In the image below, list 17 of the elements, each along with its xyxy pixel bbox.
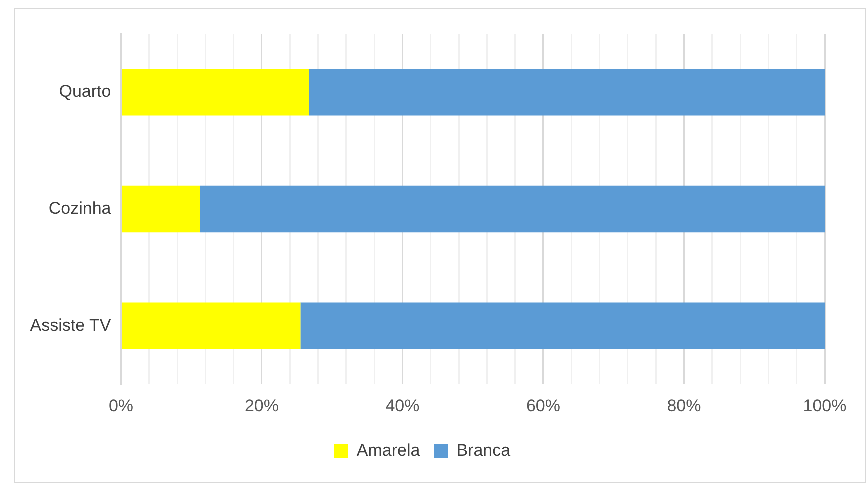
y-tick-label: Quarto [59,82,112,102]
x-tick-label: 40% [386,396,420,416]
x-tick-label: 60% [526,396,561,416]
x-tick-label: 80% [667,396,702,416]
y-tick-label: Assiste TV [30,316,112,335]
bar [309,69,825,116]
x-tick-label: 20% [244,396,280,416]
bar [122,186,200,233]
legend-label: Branca [456,441,512,460]
x-tick-label: 100% [803,396,847,416]
x-tick-label: 0% [108,396,134,416]
bar [122,302,301,350]
legend-label: Amarela [356,441,421,460]
bar [122,69,310,116]
y-tick-label: Cozinha [48,198,112,218]
bar [300,302,825,350]
bar [200,186,825,233]
